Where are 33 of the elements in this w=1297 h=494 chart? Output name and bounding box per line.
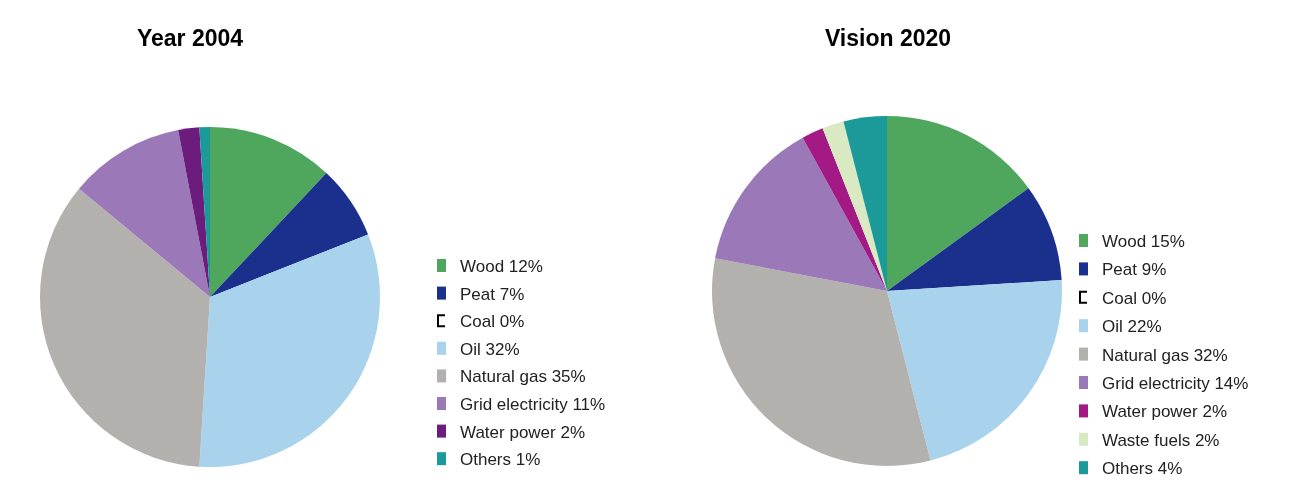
pie-slice xyxy=(79,130,210,297)
legend-label: Wood 15% xyxy=(1102,232,1185,251)
pie-slice xyxy=(210,173,369,297)
legend-label: Grid electricity 14% xyxy=(1102,374,1249,393)
legend-label: Coal 0% xyxy=(460,312,525,332)
pie-slice xyxy=(210,127,327,297)
legend-label: Peat 9% xyxy=(1102,260,1167,280)
legend-label: Oil 32% xyxy=(460,339,520,359)
legend-label: Waste fuels 2% xyxy=(1102,430,1220,450)
pie-slice xyxy=(802,128,887,291)
pie-slice xyxy=(199,234,380,467)
pie-slice xyxy=(715,137,887,291)
pie-slice xyxy=(887,116,1029,291)
pie-slice xyxy=(712,258,931,466)
pie-slice xyxy=(178,127,210,297)
legend-label: Natural gas 35% xyxy=(460,367,586,387)
pie-slice xyxy=(843,116,887,291)
pie-slice xyxy=(887,280,1062,461)
legend-label: Peat 7% xyxy=(460,284,525,304)
legend-label: Coal 0% xyxy=(1102,288,1167,308)
pie-slice xyxy=(40,188,210,467)
legend-label: Wood 12% xyxy=(460,257,543,276)
chart-title: Year 2004 xyxy=(136,25,244,51)
legend-label: Grid electricity 11% xyxy=(460,395,606,414)
legend-label: Water power 2% xyxy=(1102,402,1228,422)
pie-slice xyxy=(887,188,1062,291)
legend-label: Oil 22% xyxy=(1102,317,1162,337)
legend-label: Natural gas 32% xyxy=(1102,345,1228,365)
legend-label: Others 4% xyxy=(1102,459,1183,479)
pie-slice xyxy=(822,121,887,291)
legend-label: Others 1% xyxy=(460,450,541,470)
legend-label: Water power 2% xyxy=(460,422,586,442)
chart-title: Vision 2020 xyxy=(824,25,952,51)
